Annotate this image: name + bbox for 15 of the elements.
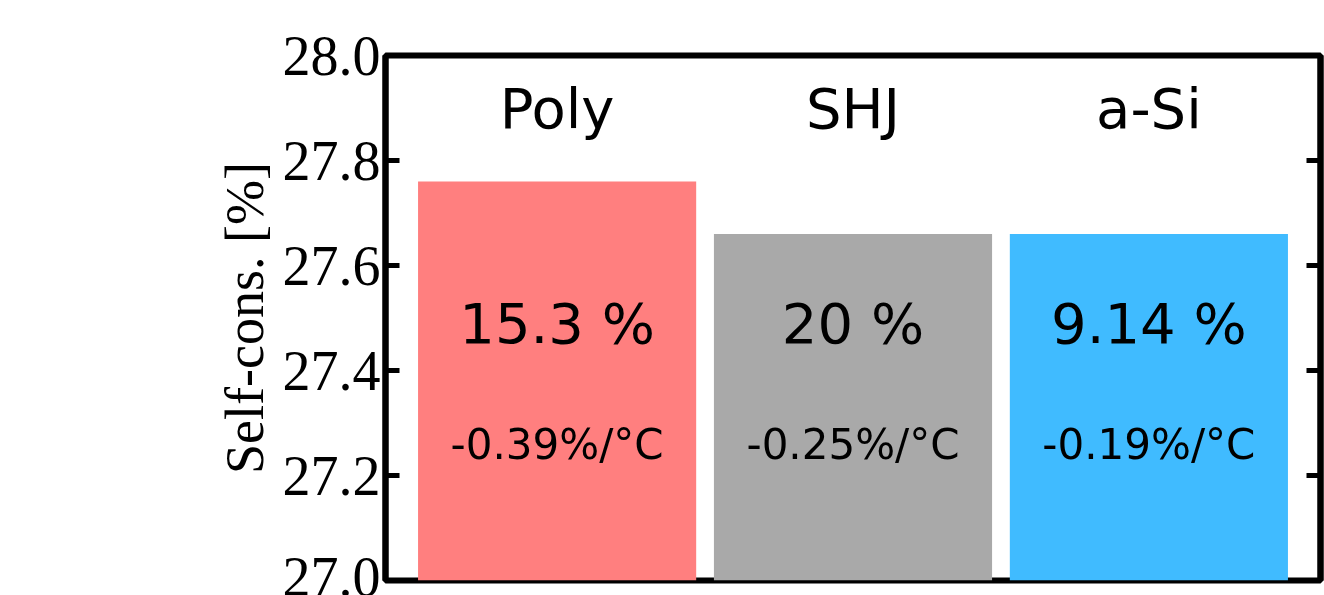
y-tick-label: 27.8 [282,129,381,192]
y-tick-label: 28.0 [282,24,381,87]
x-tick-label: a-Si [1096,75,1202,141]
y-tick-label: 27.2 [282,444,381,507]
y-tick-label: 27.6 [282,234,381,297]
annotation: -0.25%/°C [746,419,960,469]
x-tick-label: SHJ [805,75,901,141]
y-tick-label: 27.4 [282,339,381,402]
annotation: -0.39%/°C [450,419,664,469]
x-tick-label: Poly [499,75,615,141]
annotation: 15.3 % [459,290,655,356]
annotation: -0.19%/°C [1042,419,1256,469]
y-axis-title: Self-cons. [%] [214,162,275,474]
annotation: 20 % [781,290,925,356]
annotation: 9.14 % [1051,290,1247,356]
